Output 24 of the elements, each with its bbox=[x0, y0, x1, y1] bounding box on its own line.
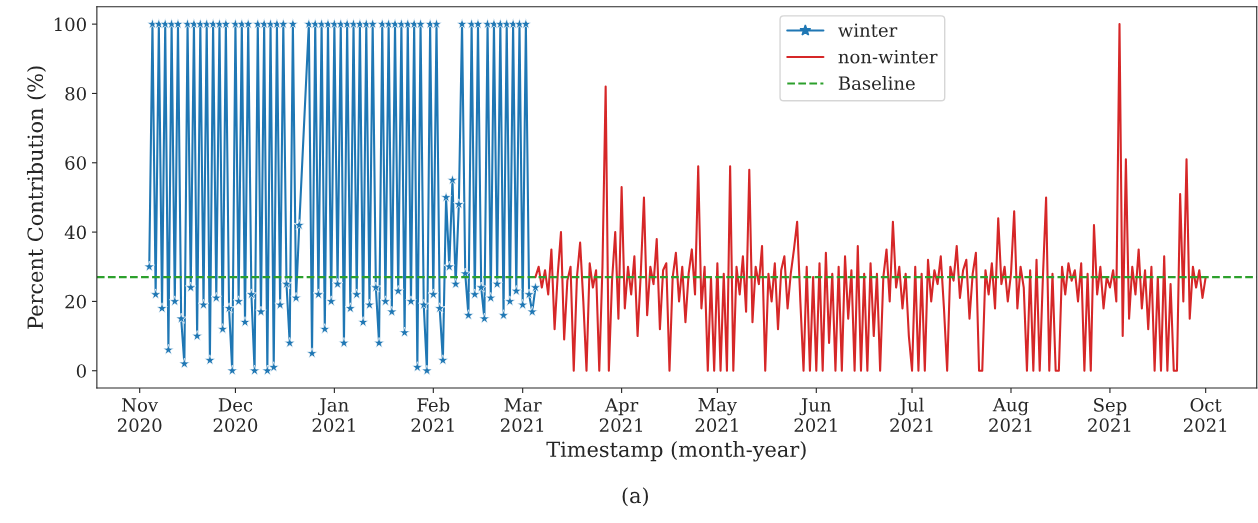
x-tick-label: Apr 2021 bbox=[599, 398, 643, 432]
x-tick-label: Jun 2021 bbox=[794, 398, 837, 432]
x-tick-label: May 2021 bbox=[695, 398, 738, 432]
text: (a) bbox=[622, 487, 648, 507]
x-tick-label: Feb 2021 bbox=[411, 397, 454, 432]
y-tick-label: 20 bbox=[65, 294, 86, 309]
x-tick-label: Oct 2021 bbox=[1183, 398, 1227, 432]
x-axis-title: Timestamp (month-year) bbox=[546, 441, 806, 462]
y-tick-label: 100 bbox=[54, 17, 86, 32]
x-tick-label: Aug 2021 bbox=[989, 398, 1032, 432]
y-tick-label: 80 bbox=[65, 86, 86, 101]
x-tick-label: Mar 2021 bbox=[500, 398, 544, 432]
x-tick-label: Jan 2021 bbox=[312, 398, 355, 432]
x-tick-label: Jul 2021 bbox=[890, 397, 933, 432]
legend-label: Baseline bbox=[838, 76, 915, 91]
y-tick-label: 60 bbox=[65, 156, 86, 170]
y-tick-label: 0 bbox=[76, 364, 86, 378]
x-tick-label: Sep 2021 bbox=[1088, 398, 1131, 432]
legend-label: non-winter bbox=[838, 49, 938, 64]
y-tick-label: 40 bbox=[64, 225, 86, 240]
x-tick-label: Nov 2020 bbox=[117, 398, 162, 432]
legend-label: winter bbox=[838, 23, 898, 38]
x-tick-label: Dec 2020 bbox=[213, 398, 258, 432]
y-axis-title: Percent Contribution (%) bbox=[26, 66, 47, 329]
